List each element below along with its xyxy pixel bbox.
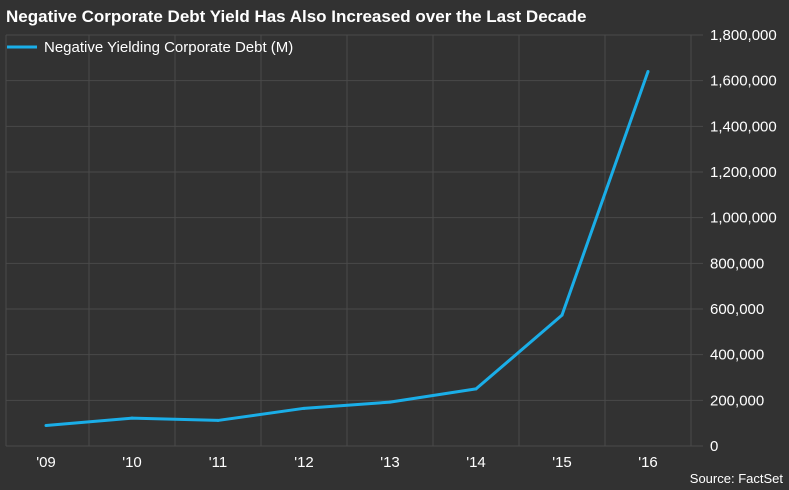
x-tick-label: '16 (638, 454, 658, 471)
data-point (560, 313, 564, 317)
y-tick-label: 200,000 (710, 392, 764, 409)
data-point (302, 406, 306, 410)
chart-title: Negative Corporate Debt Yield Has Also I… (6, 7, 586, 26)
data-point (216, 418, 220, 422)
series-layer (44, 70, 650, 427)
x-tick-label: '14 (466, 454, 486, 471)
y-axis-ticks: 0 200,000 400,000 600,000 800,000 1,000,000 1,… (710, 27, 777, 455)
y-tick-label: 1,000,000 (710, 210, 777, 227)
series-line (45, 71, 650, 427)
x-tick-label: '12 (294, 454, 314, 471)
source-note: Source: FactSet (690, 471, 784, 486)
x-tick-label: '13 (380, 454, 400, 471)
data-point (646, 70, 650, 74)
x-tick-label: '09 (36, 454, 56, 471)
y-tick-label: 400,000 (710, 347, 764, 364)
legend-label: Negative Yielding Corporate Debt (M) (44, 39, 293, 56)
y-tick-label: 0 (710, 438, 718, 455)
legend: Negative Yielding Corporate Debt (M) (7, 39, 293, 56)
y-tick-label: 800,000 (710, 255, 764, 272)
y-tick-label: 1,800,000 (710, 27, 777, 44)
data-point (44, 423, 48, 427)
gridlines (5, 34, 703, 447)
y-tick-label: 600,000 (710, 301, 764, 318)
y-tick-label: 1,400,000 (710, 118, 777, 135)
x-tick-label: '10 (122, 454, 142, 471)
x-tick-label: '11 (209, 454, 227, 471)
x-axis-ticks: '09 '10 '11 '12 '13 '14 '15 '16 (36, 454, 658, 471)
data-point (130, 416, 134, 420)
data-point (474, 387, 478, 391)
y-tick-label: 1,200,000 (710, 164, 777, 181)
y-tick-label: 1,600,000 (710, 73, 777, 90)
x-tick-label: '15 (552, 454, 572, 471)
data-point (388, 400, 392, 404)
